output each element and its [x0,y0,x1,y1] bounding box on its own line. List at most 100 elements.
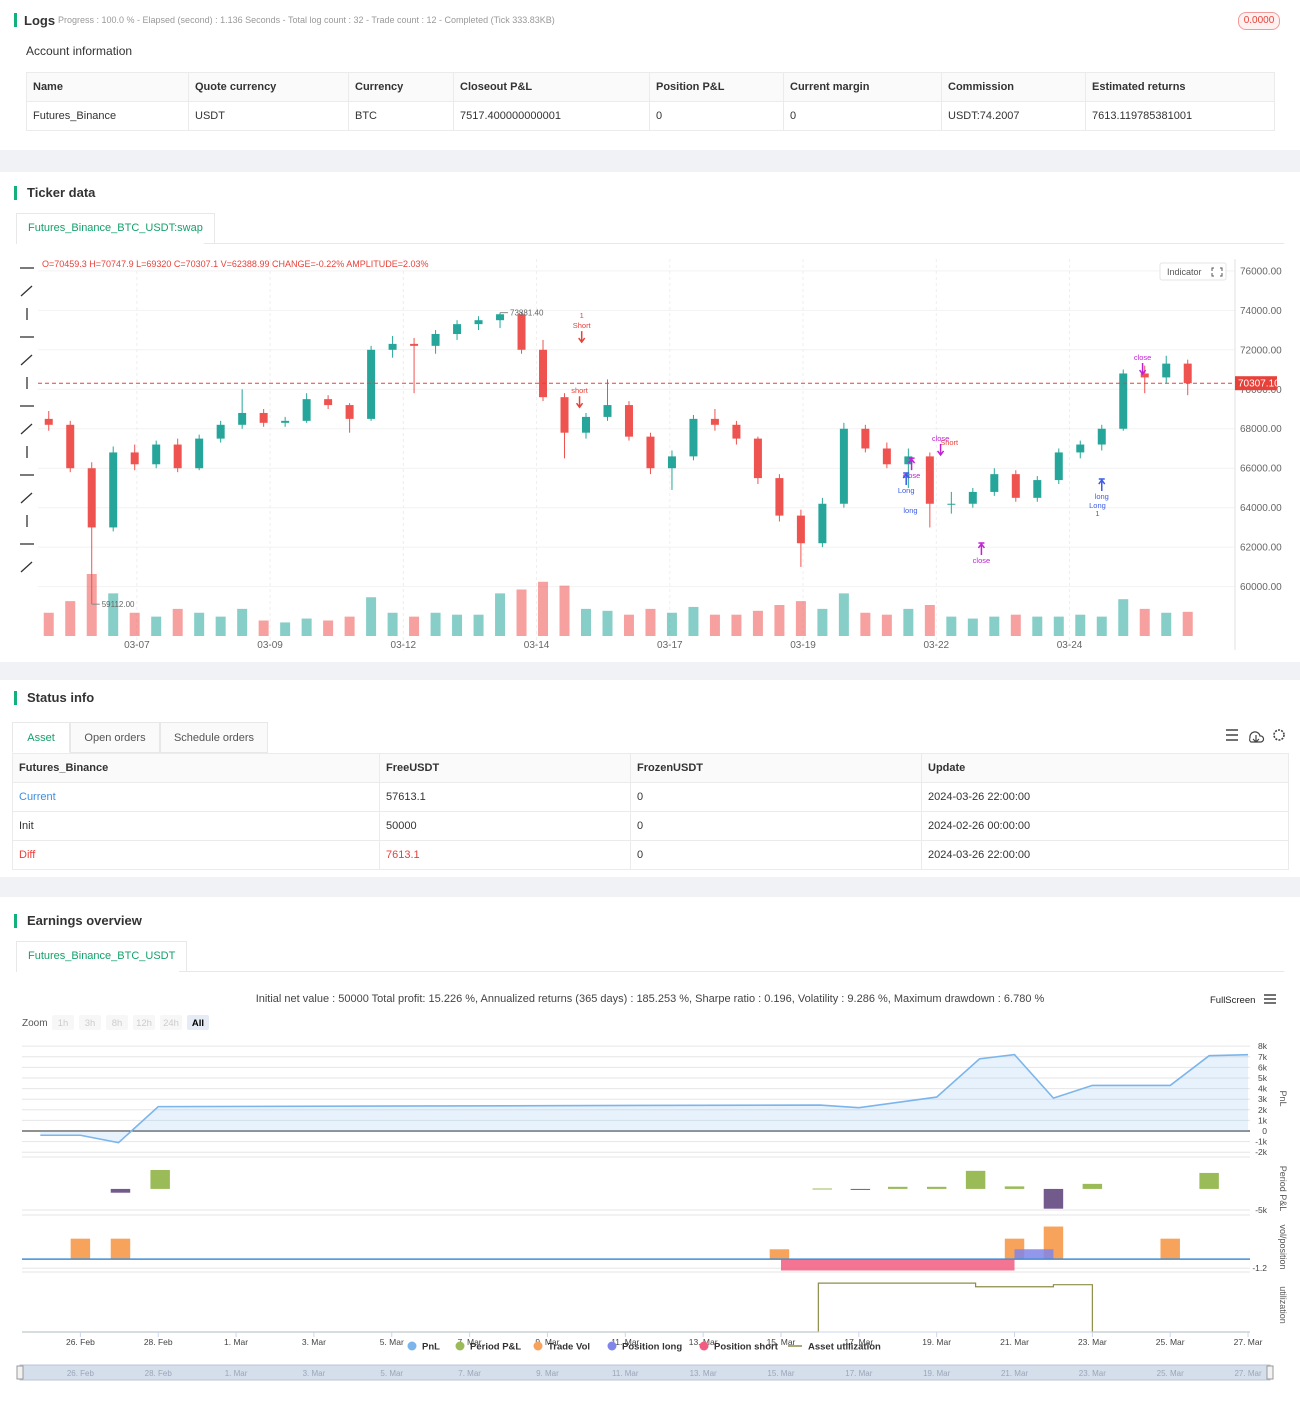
volume-bar [623,614,634,636]
bar [1004,1186,1025,1189]
volume-bar [86,574,97,636]
tool-icon[interactable] [20,285,33,297]
candle-body [44,418,53,425]
legend-label[interactable]: PnL [422,1342,440,1353]
settings-icon[interactable] [1273,729,1285,741]
extreme-label: 73881.40 [510,309,544,318]
zoom-button[interactable] [52,1015,74,1030]
indicator-button[interactable] [1159,262,1227,281]
legend-marker[interactable] [699,1341,709,1351]
bar [1160,1238,1180,1260]
legend-label[interactable]: Asset utilization [808,1342,881,1353]
legend-label[interactable]: Position short [714,1342,779,1353]
candle-body [947,503,956,505]
candle-body [796,515,805,544]
expand-icon[interactable] [1211,267,1223,277]
zoom-button-label[interactable]: 24h [163,1018,179,1029]
zoom-button[interactable] [133,1015,155,1030]
y-tick-label: 7k [1258,1052,1268,1062]
legend-marker[interactable] [533,1341,543,1351]
zoom-button[interactable] [160,1015,182,1030]
candle-body [130,452,139,465]
menu-icon[interactable] [1264,994,1276,1004]
volume-bar [366,597,377,636]
zoom-button-label[interactable]: All [192,1018,204,1029]
trade-arrow [575,396,584,409]
fullscreen[interactable]: FullScreen [1210,995,1255,1006]
candle-body [624,405,633,437]
navigator-label: 23. Mar [1079,1369,1106,1378]
candle-body [1140,373,1149,378]
navigator-handle[interactable] [1266,1365,1274,1380]
x-tick-label: 28. Feb [144,1337,173,1347]
ticker-tab[interactable]: Futures_Binance_BTC_USDT:swap [16,213,215,244]
status-tab[interactable]: Open orders [70,722,160,753]
candle-body [517,314,526,350]
tool-icon[interactable] [20,354,33,366]
y-tick-label: 72000.00 [1240,345,1282,356]
bar [110,1188,131,1193]
x-tick-label: 03-17 [657,640,683,651]
earnings-tab[interactable]: Futures_Binance_BTC_USDT [16,941,188,972]
line [22,1282,1250,1333]
tool-icon[interactable] [20,492,33,504]
candle-body [345,405,354,419]
zoom-button[interactable] [79,1015,101,1030]
y-tick-label: 4k [1258,1084,1268,1094]
summary: Initial net value : 50000 Total profit: … [256,993,1045,1005]
x-tick-label: 03-19 [790,640,816,651]
trade-arrow [578,331,586,344]
table: Futures_Binance FreeUSDT FrozenUSDT Update C… [12,753,1289,870]
candle-body [324,399,333,406]
y-tick-label: -2k [1255,1147,1268,1157]
cell: 2024-03-26 22:00:00 [921,840,1289,870]
bar [926,1186,947,1189]
legend-label[interactable]: Trade Vol [548,1342,590,1353]
toolbar-icons[interactable] [1220,726,1290,744]
status-tab[interactable]: Asset [12,722,70,753]
cell: 0 [630,840,922,870]
y-tick-label: 8k [1258,1041,1268,1051]
zoom-button-label[interactable]: 12h [136,1018,152,1029]
candle-body [603,405,612,417]
navigator-handle[interactable] [16,1365,24,1380]
row: Diff 7613.1 0 2024-03-26 22:00:00 [12,840,1289,870]
indicator-label[interactable]: Indicator [1167,267,1202,277]
candle-body [904,456,913,465]
legend-marker[interactable] [607,1341,617,1351]
cell: Diff [12,840,380,870]
zoom-button[interactable] [106,1015,128,1030]
list-icon[interactable] [1226,729,1238,741]
tool-icon[interactable] [20,561,33,573]
zoom-button-label[interactable]: 8h [112,1018,123,1029]
status-tab[interactable]: Schedule orders [160,722,268,753]
progress: Progress : 100.0 % - Elapsed (second) : … [58,15,555,25]
navigator-label: 17. Mar [845,1369,872,1378]
header-cell: Closeout P&L [453,72,650,102]
zoom-button-label[interactable]: 1h [58,1018,69,1029]
y-tick-label: 66000.00 [1240,464,1282,475]
volume-bar [559,585,570,636]
download-icon[interactable] [1249,731,1265,743]
navigator-label: 15. Mar [767,1369,794,1378]
legend-label[interactable]: Period P&L [470,1342,521,1353]
legend-marker[interactable] [407,1341,417,1351]
volume-bar [194,612,205,636]
trade-label: close [973,556,991,565]
bar [812,1188,832,1190]
header-cell: Currency [348,72,454,102]
y-tick-label: -1k [1255,1137,1268,1147]
zoom-button[interactable] [187,1015,209,1030]
y-tick-label: -1.2 [1252,1263,1267,1273]
zoom-button-label[interactable]: 3h [85,1018,96,1029]
navigator-label: 21. Mar [1001,1369,1028,1378]
header-cell: Estimated returns [1085,72,1275,102]
legend-label[interactable]: Position long [622,1342,682,1353]
bar [1082,1183,1103,1189]
legend-marker[interactable] [455,1341,465,1351]
tool-icon[interactable] [20,423,33,435]
y-tick-label: 0 [1262,1126,1267,1136]
thead: Futures_Binance FreeUSDT FrozenUSDT Update [12,753,1289,783]
candle-body [281,420,290,423]
trade-label: close [1134,353,1152,362]
